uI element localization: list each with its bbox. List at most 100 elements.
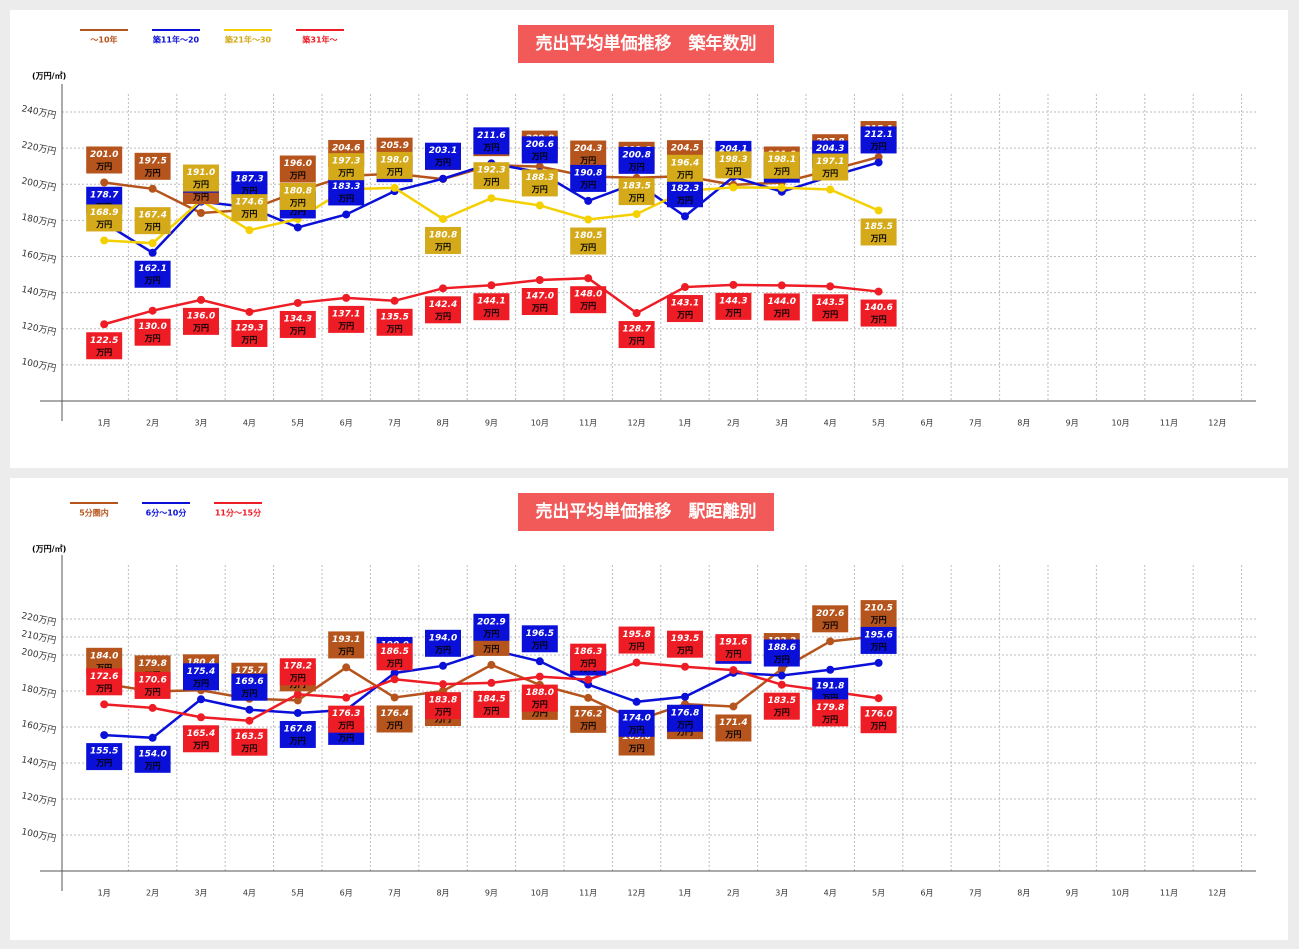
data-label: 204.3 万円 — [570, 140, 607, 168]
data-label-value: 122.5 — [90, 336, 118, 346]
data-label: 188.0 万円 — [521, 684, 558, 712]
data-label-value: 143.5 — [816, 298, 844, 308]
data-label-value: 188.3 — [526, 173, 554, 183]
data-label-box — [618, 178, 655, 206]
x-tick-label: 10月 — [1112, 419, 1130, 428]
x-tick-label: 1月 — [678, 889, 691, 898]
data-label-unit: 万円 — [386, 167, 403, 176]
data-label: 203.1 万円 — [425, 142, 461, 170]
data-label-box — [667, 704, 703, 732]
data-label-value: 162.1 — [138, 264, 166, 274]
data-label: 134.3 万円 — [279, 310, 316, 338]
data-label: 196.5 万円 — [521, 625, 558, 653]
legend-label: 11分～15分 — [215, 508, 261, 518]
data-label: 180.8 万円 — [425, 226, 461, 254]
data-label: 147.0 万円 — [521, 288, 558, 316]
panel — [10, 478, 1288, 940]
data-label-unit: 万円 — [482, 706, 499, 715]
point — [245, 307, 254, 316]
data-label-unit: 万円 — [95, 348, 112, 357]
point — [390, 296, 399, 305]
data-label-box — [618, 626, 655, 654]
point — [826, 282, 835, 291]
data-label-unit: 万円 — [289, 736, 306, 745]
data-label-value: 203.1 — [429, 146, 457, 156]
point — [245, 705, 254, 714]
x-tick-label: 7月 — [969, 889, 982, 898]
point — [342, 663, 351, 672]
data-label-unit: 万円 — [144, 168, 161, 177]
data-label: 140.6 万円 — [860, 299, 897, 327]
data-label: 148.0 万円 — [570, 286, 607, 314]
x-tick-label: 6月 — [340, 419, 353, 428]
data-label-unit: 万円 — [579, 180, 596, 189]
point — [777, 665, 786, 674]
data-label-box — [231, 171, 268, 199]
point — [729, 702, 738, 711]
x-tick-label: 12月 — [628, 889, 646, 898]
data-label-value: 136.0 — [187, 311, 215, 321]
data-label-unit: 万円 — [628, 725, 645, 734]
point — [874, 658, 883, 667]
point — [148, 733, 157, 742]
panel — [10, 10, 1288, 468]
data-label-value: 176.4 — [380, 709, 408, 719]
data-label: 195.6 万円 — [860, 626, 897, 654]
data-label: 184.5 万円 — [473, 690, 510, 718]
data-label-unit: 万円 — [144, 223, 161, 232]
point — [777, 183, 786, 192]
data-label: 174.6 万円 — [231, 194, 268, 222]
data-label-value: 191.8 — [816, 681, 844, 691]
x-tick-label: 2月 — [727, 889, 740, 898]
data-label-box — [667, 154, 703, 182]
data-label-unit: 万円 — [821, 715, 838, 724]
data-label-value: 194.0 — [429, 633, 457, 643]
x-tick-label: 7月 — [969, 419, 982, 428]
point — [439, 174, 447, 183]
x-tick-label: 9月 — [1066, 889, 1079, 898]
data-label-unit: 万円 — [628, 162, 645, 171]
data-label-value: 176.2 — [574, 709, 602, 719]
data-label-unit: 万円 — [386, 324, 403, 333]
data-label-unit: 万円 — [192, 323, 209, 332]
point — [777, 671, 786, 680]
data-label-value: 204.6 — [332, 143, 360, 153]
data-label-value: 129.3 — [235, 323, 263, 333]
point — [681, 662, 689, 671]
data-label-box — [231, 728, 268, 756]
x-tick-label: 1月 — [678, 419, 691, 428]
x-tick-label: 11月 — [579, 889, 597, 898]
data-label-unit: 万円 — [95, 162, 112, 171]
data-label-unit: 万円 — [870, 642, 887, 651]
data-label: 176.2 万円 — [570, 705, 607, 733]
x-tick-label: 10月 — [531, 889, 549, 898]
data-label-box — [570, 140, 607, 168]
data-label-value: 196.5 — [526, 629, 554, 639]
data-label-value: 143.1 — [671, 299, 699, 309]
x-tick-label: 6月 — [920, 889, 933, 898]
data-label-box — [425, 142, 461, 170]
data-label: 201.0 万円 — [86, 146, 123, 174]
point — [439, 680, 447, 689]
point — [390, 693, 399, 702]
data-label-unit: 万円 — [289, 207, 306, 216]
data-label: 187.3 万円 — [231, 171, 268, 199]
data-label-unit: 万円 — [289, 198, 306, 207]
point — [632, 658, 641, 667]
data-label-unit: 万円 — [434, 645, 451, 654]
x-tick-label: 1月 — [98, 419, 111, 428]
point — [148, 184, 157, 193]
point — [342, 693, 351, 702]
data-label-value: 183.5 — [768, 696, 796, 706]
data-label-unit: 万円 — [482, 178, 499, 187]
data-label-box — [618, 146, 655, 174]
data-label-value: 180.8 — [429, 230, 457, 240]
data-label-unit: 万円 — [337, 169, 354, 178]
data-label: 136.0 万円 — [183, 307, 219, 335]
data-label-value: 174.0 — [622, 713, 650, 723]
data-label-unit: 万円 — [821, 621, 838, 630]
data-label-box — [86, 204, 123, 232]
data-label-box — [231, 194, 268, 222]
data-label: 174.0 万円 — [618, 709, 655, 737]
data-label-value: 148.0 — [574, 290, 602, 300]
